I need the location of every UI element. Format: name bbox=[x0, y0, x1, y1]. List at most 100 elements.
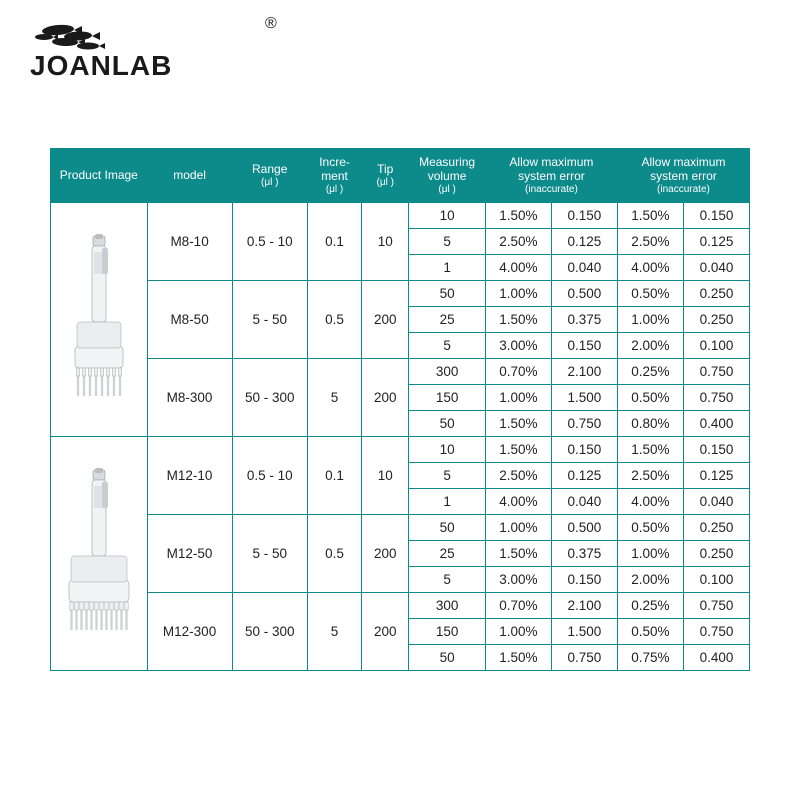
cell-error1-pct: 0.70% bbox=[485, 592, 551, 618]
cell-measuring-volume: 10 bbox=[409, 202, 486, 228]
th-increment: Incre- ment(μl ) bbox=[307, 149, 361, 203]
cell-error2-pct: 2.00% bbox=[617, 566, 683, 592]
cell-error1-pct: 1.50% bbox=[485, 410, 551, 436]
product-image-cell bbox=[51, 436, 148, 670]
cell-error2-pct: 0.25% bbox=[617, 592, 683, 618]
cell-error2-val: 0.250 bbox=[683, 540, 749, 566]
cell-model: M12-10 bbox=[147, 436, 232, 514]
cell-measuring-volume: 50 bbox=[409, 410, 486, 436]
cell-error1-pct: 3.00% bbox=[485, 566, 551, 592]
cell-error2-val: 0.125 bbox=[683, 228, 749, 254]
registered-mark: ® bbox=[265, 15, 277, 33]
cell-error2-pct: 2.00% bbox=[617, 332, 683, 358]
th-error-2: Allow maximum system error(inaccurate) bbox=[617, 149, 749, 203]
cell-error2-val: 0.040 bbox=[683, 254, 749, 280]
cell-error1-pct: 0.70% bbox=[485, 358, 551, 384]
cell-error2-val: 0.100 bbox=[683, 566, 749, 592]
table-row: M12-30050 - 30052003000.70%2.1000.25%0.7… bbox=[51, 592, 750, 618]
cell-model: M8-50 bbox=[147, 280, 232, 358]
cell-measuring-volume: 1 bbox=[409, 488, 486, 514]
cell-tip: 200 bbox=[362, 514, 409, 592]
cell-error1-pct: 1.50% bbox=[485, 644, 551, 670]
cell-measuring-volume: 5 bbox=[409, 332, 486, 358]
cell-measuring-volume: 50 bbox=[409, 644, 486, 670]
table-row: M8-505 - 500.5200501.00%0.5000.50%0.250 bbox=[51, 280, 750, 306]
cell-error2-pct: 2.50% bbox=[617, 462, 683, 488]
cell-model: M12-300 bbox=[147, 592, 232, 670]
cell-increment: 5 bbox=[307, 592, 361, 670]
cell-error2-val: 0.750 bbox=[683, 384, 749, 410]
cell-measuring-volume: 10 bbox=[409, 436, 486, 462]
cell-error2-pct: 0.50% bbox=[617, 514, 683, 540]
th-model: model bbox=[147, 149, 232, 203]
cell-error1-val: 1.500 bbox=[551, 384, 617, 410]
cell-measuring-volume: 5 bbox=[409, 566, 486, 592]
cell-error2-pct: 0.80% bbox=[617, 410, 683, 436]
cell-error2-pct: 0.50% bbox=[617, 618, 683, 644]
cell-error2-val: 0.400 bbox=[683, 410, 749, 436]
cell-error2-pct: 0.50% bbox=[617, 384, 683, 410]
cell-error2-val: 0.250 bbox=[683, 280, 749, 306]
cell-error1-pct: 4.00% bbox=[485, 254, 551, 280]
cell-tip: 200 bbox=[362, 592, 409, 670]
cell-model: M12-50 bbox=[147, 514, 232, 592]
cell-increment: 0.5 bbox=[307, 514, 361, 592]
cell-error1-pct: 2.50% bbox=[485, 462, 551, 488]
cell-measuring-volume: 1 bbox=[409, 254, 486, 280]
cell-tip: 200 bbox=[362, 280, 409, 358]
cell-error2-val: 0.100 bbox=[683, 332, 749, 358]
cell-error2-pct: 0.75% bbox=[617, 644, 683, 670]
cell-error2-pct: 1.00% bbox=[617, 540, 683, 566]
cell-error1-pct: 1.50% bbox=[485, 436, 551, 462]
brand-logo: JOANLAB bbox=[30, 20, 172, 82]
cell-error1-val: 2.100 bbox=[551, 358, 617, 384]
th-image: Product Image bbox=[51, 149, 148, 203]
cell-measuring-volume: 150 bbox=[409, 384, 486, 410]
cell-error2-val: 0.400 bbox=[683, 644, 749, 670]
cell-range: 50 - 300 bbox=[232, 592, 307, 670]
cell-error1-pct: 1.50% bbox=[485, 306, 551, 332]
cell-measuring-volume: 300 bbox=[409, 358, 486, 384]
pipette-icon bbox=[66, 234, 132, 404]
fish-icon bbox=[30, 20, 130, 55]
cell-error1-pct: 4.00% bbox=[485, 488, 551, 514]
cell-error1-pct: 1.00% bbox=[485, 618, 551, 644]
cell-error1-val: 0.375 bbox=[551, 306, 617, 332]
cell-tip: 200 bbox=[362, 358, 409, 436]
cell-tip: 10 bbox=[362, 202, 409, 280]
cell-error2-val: 0.150 bbox=[683, 202, 749, 228]
cell-measuring-volume: 5 bbox=[409, 462, 486, 488]
cell-increment: 0.5 bbox=[307, 280, 361, 358]
cell-error1-val: 0.150 bbox=[551, 436, 617, 462]
cell-measuring-volume: 50 bbox=[409, 514, 486, 540]
cell-error2-val: 0.750 bbox=[683, 358, 749, 384]
cell-error1-val: 0.150 bbox=[551, 566, 617, 592]
cell-error1-pct: 1.00% bbox=[485, 514, 551, 540]
cell-error2-val: 0.040 bbox=[683, 488, 749, 514]
cell-increment: 0.1 bbox=[307, 202, 361, 280]
table-row: M12-100.5 - 100.110101.50%0.1501.50%0.15… bbox=[51, 436, 750, 462]
cell-error1-val: 0.125 bbox=[551, 462, 617, 488]
product-image-cell bbox=[51, 202, 148, 436]
table-row: M8-100.5 - 100.110101.50%0.1501.50%0.150 bbox=[51, 202, 750, 228]
cell-error1-val: 0.500 bbox=[551, 280, 617, 306]
cell-model: M8-300 bbox=[147, 358, 232, 436]
th-tip: Tip(μl ) bbox=[362, 149, 409, 203]
cell-measuring-volume: 25 bbox=[409, 306, 486, 332]
cell-error1-val: 0.040 bbox=[551, 254, 617, 280]
cell-error1-val: 0.750 bbox=[551, 410, 617, 436]
cell-error2-pct: 0.50% bbox=[617, 280, 683, 306]
cell-error2-pct: 1.50% bbox=[617, 436, 683, 462]
cell-error2-pct: 1.50% bbox=[617, 202, 683, 228]
cell-model: M8-10 bbox=[147, 202, 232, 280]
cell-error1-val: 0.125 bbox=[551, 228, 617, 254]
cell-error1-pct: 1.50% bbox=[485, 540, 551, 566]
cell-error2-val: 0.750 bbox=[683, 618, 749, 644]
cell-error1-pct: 2.50% bbox=[485, 228, 551, 254]
cell-error2-val: 0.150 bbox=[683, 436, 749, 462]
cell-range: 5 - 50 bbox=[232, 280, 307, 358]
cell-range: 0.5 - 10 bbox=[232, 202, 307, 280]
cell-tip: 10 bbox=[362, 436, 409, 514]
cell-error2-pct: 4.00% bbox=[617, 254, 683, 280]
cell-error1-pct: 3.00% bbox=[485, 332, 551, 358]
